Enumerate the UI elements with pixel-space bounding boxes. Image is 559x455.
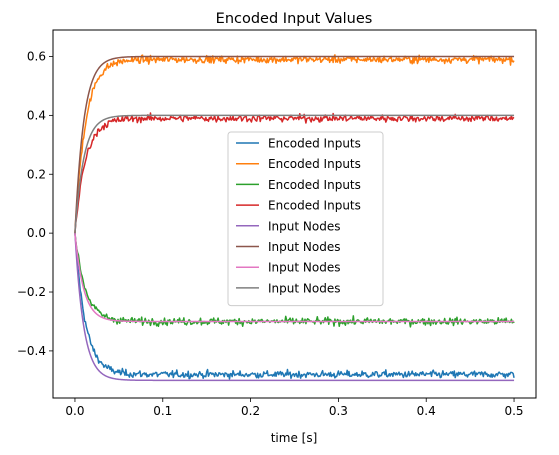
y-tick-label: 0.6 <box>27 49 46 63</box>
series-layer <box>74 54 515 382</box>
legend-label: Input Nodes <box>268 281 340 295</box>
x-tick-label: 0.2 <box>241 404 260 418</box>
y-tick-label: 0.0 <box>27 226 46 240</box>
plot-frame <box>52 29 537 399</box>
legend-label: Encoded Inputs <box>268 137 361 151</box>
x-axis-label: time [s] <box>271 431 318 445</box>
series-line-5 <box>74 233 515 382</box>
x-tick-label: 0.4 <box>417 404 436 418</box>
y-tick-label: −0.4 <box>17 344 46 358</box>
chart-title: Encoded Input Values <box>216 11 373 27</box>
legend-label: Input Nodes <box>268 219 340 233</box>
series-line-1 <box>74 233 515 380</box>
legend-box <box>227 131 384 307</box>
series-line-6 <box>74 55 515 234</box>
y-axis: −0.4 −0.2 0.0 0.2 0.4 0.6 <box>17 49 53 358</box>
series-line-7 <box>74 233 515 323</box>
legend-label: Encoded Inputs <box>268 199 361 213</box>
legend-label: Input Nodes <box>268 240 340 254</box>
x-tick-label: 0.3 <box>329 404 348 418</box>
series-line-8 <box>74 114 515 234</box>
legend: Encoded Inputs Encoded Inputs Encoded Inpu… <box>227 131 384 307</box>
legend-label: Input Nodes <box>268 261 340 275</box>
x-axis: 0.0 0.1 0.2 0.3 0.4 0.5 <box>65 398 524 418</box>
x-tick-label: 0.5 <box>504 404 523 418</box>
y-tick-label: 0.4 <box>27 108 46 122</box>
y-tick-label: −0.2 <box>17 285 46 299</box>
series-line-2 <box>74 54 515 234</box>
x-tick-label: 0.0 <box>65 404 84 418</box>
x-tick-label: 0.1 <box>153 404 172 418</box>
legend-label: Encoded Inputs <box>268 157 361 171</box>
legend-label: Encoded Inputs <box>268 178 361 192</box>
y-tick-label: 0.2 <box>27 167 46 181</box>
